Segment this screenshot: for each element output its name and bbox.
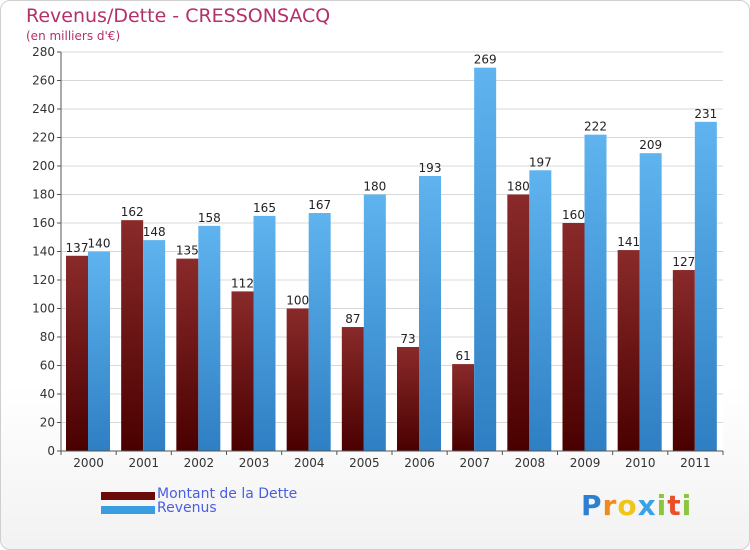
y-tick-label: 240 bbox=[32, 102, 55, 116]
data-label: 137 bbox=[66, 241, 89, 255]
y-tick-label: 260 bbox=[32, 74, 55, 88]
bar-revenus bbox=[88, 251, 110, 451]
data-label: 158 bbox=[198, 211, 221, 225]
data-label: 112 bbox=[231, 276, 254, 290]
bar-revenus bbox=[639, 153, 662, 452]
legend-label-debt: Montant de la Dette bbox=[157, 486, 298, 502]
y-tick-label: 40 bbox=[40, 387, 55, 401]
bar-revenus bbox=[474, 67, 497, 452]
y-tick-label: 220 bbox=[32, 131, 55, 145]
x-tick-label: 2010 bbox=[625, 456, 656, 470]
data-label: 180 bbox=[507, 180, 530, 194]
data-label: 127 bbox=[672, 255, 695, 269]
y-tick-label: 280 bbox=[32, 45, 55, 59]
bar-revenus bbox=[198, 225, 221, 451]
bar-revenus bbox=[529, 170, 552, 451]
data-label: 165 bbox=[253, 201, 276, 215]
bar-revenus bbox=[419, 175, 441, 451]
data-labels: 137 140 162 148 135 158 112 165 100 167 87 180 73 193… bbox=[66, 53, 718, 363]
legend-swatch-debt bbox=[101, 492, 155, 500]
bars bbox=[66, 67, 717, 452]
logo-letter: x bbox=[637, 489, 657, 522]
y-tick-label: 140 bbox=[32, 245, 55, 259]
y-tick-label: 180 bbox=[32, 188, 55, 202]
y-tick-label: 20 bbox=[40, 416, 55, 430]
logo-letter: t bbox=[667, 489, 682, 522]
bar-revenus bbox=[584, 134, 607, 451]
logo-letter: i bbox=[681, 489, 693, 522]
logo-letter: o bbox=[617, 489, 638, 522]
data-label: 87 bbox=[345, 312, 360, 326]
y-tick-label: 80 bbox=[40, 330, 55, 344]
bar-dette bbox=[507, 194, 530, 451]
data-label: 167 bbox=[308, 198, 331, 212]
y-tick-label: 200 bbox=[32, 159, 55, 173]
data-label: 197 bbox=[529, 155, 552, 169]
x-tick-label: 2000 bbox=[73, 456, 104, 470]
data-label: 73 bbox=[400, 332, 415, 346]
bar-dette bbox=[286, 308, 309, 451]
data-label: 162 bbox=[121, 205, 144, 219]
grid-lines bbox=[61, 51, 723, 452]
data-label: 148 bbox=[143, 225, 166, 239]
bar-revenus bbox=[694, 121, 717, 451]
bar-dette bbox=[66, 255, 88, 451]
chart-subtitle: (en milliers d'€) bbox=[26, 29, 121, 43]
logo-letter: P bbox=[581, 489, 603, 522]
data-label: 160 bbox=[562, 208, 585, 222]
y-tick-label: 60 bbox=[40, 359, 55, 373]
data-label: 209 bbox=[639, 138, 662, 152]
bar-dette bbox=[121, 220, 144, 451]
data-label: 140 bbox=[88, 237, 111, 251]
data-label: 141 bbox=[617, 235, 640, 249]
x-tick-label: 2003 bbox=[239, 456, 270, 470]
data-label: 193 bbox=[419, 161, 442, 175]
y-tick-label: 0 bbox=[47, 444, 55, 458]
logo-letter: i bbox=[656, 489, 668, 522]
x-tick-label: 2002 bbox=[184, 456, 215, 470]
data-label: 269 bbox=[474, 53, 497, 67]
bar-dette bbox=[231, 291, 254, 451]
x-tick-label: 2009 bbox=[570, 456, 601, 470]
legend-label-revenus: Revenus bbox=[157, 500, 217, 516]
x-tick-label: 2005 bbox=[349, 456, 380, 470]
y-tick-label: 120 bbox=[32, 273, 55, 287]
bar-dette bbox=[341, 327, 364, 451]
bar-dette bbox=[672, 270, 695, 451]
axes: 0 20 40 60 80 100 120 140 160 180 200 220 240 260 280 2… bbox=[32, 45, 724, 470]
bar-dette bbox=[617, 250, 640, 451]
data-label: 222 bbox=[584, 120, 607, 134]
x-tick-label: 2001 bbox=[128, 456, 159, 470]
bar-dette bbox=[176, 258, 199, 451]
y-tick-label: 100 bbox=[32, 302, 55, 316]
chart-title: Revenus/Dette - CRESSONSACQ bbox=[26, 5, 331, 27]
logo-letter: r bbox=[602, 489, 618, 522]
data-label: 231 bbox=[694, 107, 717, 121]
x-tick-label: 2007 bbox=[459, 456, 490, 470]
bar-revenus bbox=[308, 213, 331, 451]
bar-revenus bbox=[363, 194, 386, 451]
x-tick-label: 2008 bbox=[515, 456, 546, 470]
data-label: 180 bbox=[363, 180, 386, 194]
x-tick-label: 2011 bbox=[680, 456, 711, 470]
bar-dette bbox=[562, 223, 585, 451]
proxiti-logo: Proxiti bbox=[581, 489, 692, 522]
x-tick-label: 2004 bbox=[294, 456, 325, 470]
bar-dette bbox=[452, 364, 475, 451]
data-label: 135 bbox=[176, 244, 199, 258]
bar-revenus bbox=[253, 215, 276, 451]
legend-swatch-revenus bbox=[101, 506, 155, 514]
x-tick-label: 2006 bbox=[404, 456, 435, 470]
bar-revenus bbox=[143, 240, 166, 451]
data-label: 100 bbox=[286, 294, 309, 308]
y-tick-label: 160 bbox=[32, 216, 55, 230]
bar-dette bbox=[397, 346, 419, 451]
data-label: 61 bbox=[456, 349, 471, 363]
